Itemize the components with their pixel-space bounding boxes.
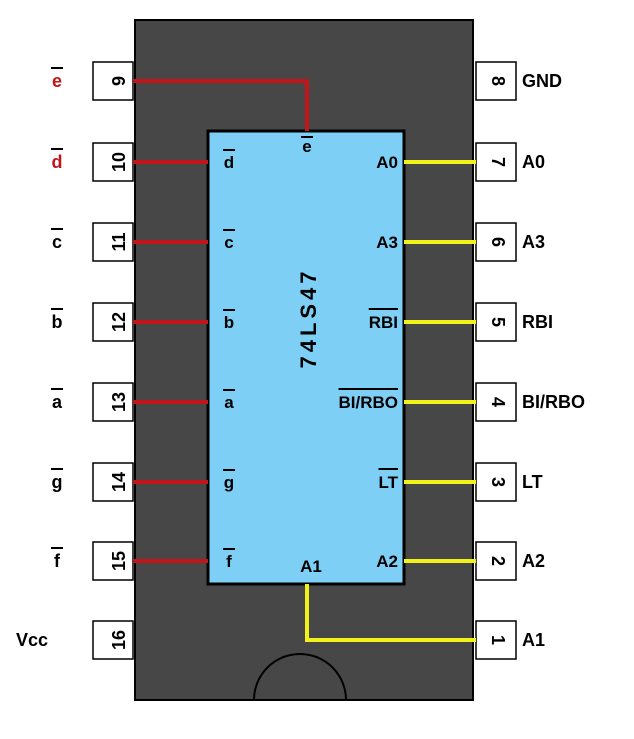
right-pin-5: 5 RBI RBI [368,302,553,342]
outer-label-6: A3 [522,232,545,252]
left-pin-12: 12 b b [51,302,235,342]
pin-box-7 [475,142,517,182]
outer-label-7: A0 [522,152,545,172]
pin-box-15 [92,541,134,581]
pin-number-2: 2 [488,556,508,566]
package-notch [252,653,348,701]
right-pin-2: 2 A2 A2 [376,541,545,581]
pin-box-1 [475,620,517,660]
left-pin-14: 14 g g [51,462,235,502]
pin-number-14: 14 [109,472,129,492]
inner-label-9: e [302,137,311,156]
pin-number-7: 7 [488,157,508,167]
pin-box-8 [475,61,517,101]
outer-label-13: a [52,392,63,412]
left-pin-10: 10 d d [51,142,235,182]
pin-number-10: 10 [109,152,129,172]
outer-label-16: Vcc [16,630,48,650]
left-pin-15: 15 f f [51,541,235,581]
inner-label-11: c [224,233,233,252]
outer-label-11: c [52,232,62,252]
pin-number-8: 8 [488,76,508,86]
left-pin-16: 16 Vcc [16,620,134,660]
pin-number-13: 13 [109,392,129,412]
inner-label-1: A1 [300,557,322,576]
pin-number-3: 3 [488,477,508,487]
pin-number-4: 4 [488,397,508,407]
wire-pin-1 [305,584,476,642]
right-pin-3: 3 LT LT [378,462,543,502]
pin-number-1: 1 [488,635,508,645]
right-pin-7: 7 A0 A0 [376,142,545,182]
pin-number-11: 11 [109,232,129,251]
pin-number-6: 6 [488,237,508,247]
pin-box-11 [92,222,134,262]
inner-label-2: A2 [376,552,398,571]
pin-box-4 [475,382,517,422]
inner-label-3: LT [378,473,398,492]
pin-number-5: 5 [488,317,508,327]
right-pin-4: 4 BI/RBO BI/RBO [338,382,585,422]
pin-number-9: 9 [109,76,129,86]
left-pin-11: 11 c c [51,222,235,262]
pin-box-3 [475,462,517,502]
pin-box-5 [475,302,517,342]
outer-label-3: LT [522,472,543,492]
inner-label-5: RBI [369,313,398,332]
outer-label-14: g [52,472,63,492]
pin-box-9 [92,61,134,101]
wire-pin-9 [133,79,309,131]
inner-label-13: a [224,393,234,412]
outer-label-4: BI/RBO [522,392,585,412]
pin-number-12: 12 [109,312,129,332]
pin-number-15: 15 [109,551,129,571]
part-number-label: 74LS47 [296,267,321,368]
pin-box-16 [92,620,134,660]
outer-label-2: A2 [522,551,545,571]
right-pin-8: 8 GND [475,61,562,101]
pin-box-14 [92,462,134,502]
inner-label-10: d [224,153,234,172]
inner-label-12: b [224,313,234,332]
inner-label-4: BI/RBO [339,393,399,412]
inner-label-15: f [226,552,232,571]
right-pin-6: 6 A3 A3 [376,222,545,262]
outer-label-1: A1 [522,630,545,650]
outer-label-8: GND [522,71,562,91]
pin-box-6 [475,222,517,262]
pin-number-16: 16 [109,630,129,650]
inner-label-14: g [224,473,234,492]
right-pin-1: 1 A1 [305,584,545,660]
outer-label-10: d [52,152,63,172]
outer-label-12: b [52,312,63,332]
inner-label-6: A3 [376,233,398,252]
outer-label-15: f [54,551,61,571]
outer-label-5: RBI [522,312,553,332]
left-pin-9: 9 e e [51,61,313,156]
pin-box-12 [92,302,134,342]
outer-label-9: e [52,71,62,91]
left-pin-13: 13 a a [51,382,235,422]
inner-label-7: A0 [376,153,398,172]
